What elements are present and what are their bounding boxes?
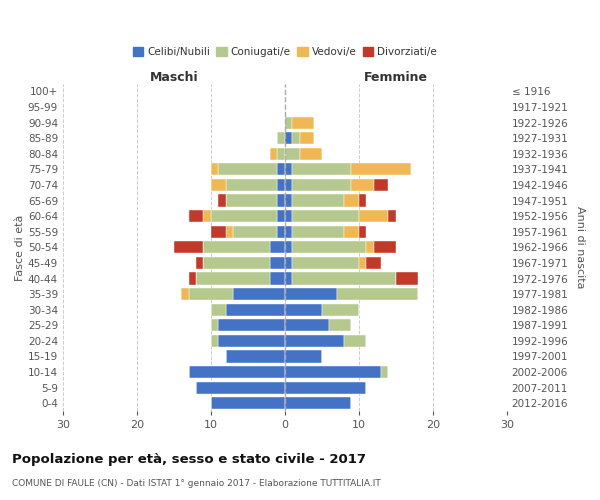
Bar [226,226,233,238]
Bar [211,226,226,238]
Bar [181,288,188,300]
Bar [374,242,396,254]
Bar [374,179,388,191]
Bar [292,179,352,191]
Bar [285,116,292,128]
Bar [233,226,277,238]
Bar [285,382,366,394]
Bar [292,272,396,284]
Bar [218,335,285,347]
Bar [218,194,226,206]
Bar [174,242,203,254]
Bar [218,164,277,175]
Bar [344,226,359,238]
Text: COMUNE DI FAULE (CN) - Dati ISTAT 1° gennaio 2017 - Elaborazione TUTTITALIA.IT: COMUNE DI FAULE (CN) - Dati ISTAT 1° gen… [12,479,381,488]
Bar [285,132,292,144]
Bar [226,179,277,191]
Bar [270,257,285,269]
Bar [211,319,218,332]
Bar [352,179,374,191]
Bar [366,242,374,254]
Bar [285,319,329,332]
Bar [285,257,292,269]
Bar [270,148,277,160]
Bar [292,210,359,222]
Bar [188,210,203,222]
Bar [196,257,203,269]
Bar [277,132,285,144]
Bar [285,272,292,284]
Bar [352,164,410,175]
Bar [211,164,218,175]
Bar [396,272,418,284]
Bar [322,304,359,316]
Bar [277,164,285,175]
Bar [359,257,366,269]
Bar [211,179,226,191]
Bar [292,164,352,175]
Bar [270,272,285,284]
Bar [218,319,285,332]
Bar [285,366,381,378]
Bar [211,335,218,347]
Bar [359,194,366,206]
Bar [292,132,299,144]
Text: Femmine: Femmine [364,70,428,84]
Bar [299,132,314,144]
Bar [285,179,292,191]
Bar [359,226,366,238]
Bar [203,242,270,254]
Bar [226,350,285,362]
Bar [188,288,233,300]
Bar [285,242,292,254]
Y-axis label: Anni di nascita: Anni di nascita [575,206,585,288]
Bar [188,366,285,378]
Bar [366,257,381,269]
Bar [299,148,322,160]
Bar [226,194,277,206]
Bar [211,304,226,316]
Bar [196,382,285,394]
Bar [277,148,285,160]
Bar [292,226,344,238]
Bar [344,194,359,206]
Bar [196,272,270,284]
Bar [292,257,359,269]
Bar [277,226,285,238]
Bar [285,350,322,362]
Bar [381,366,388,378]
Bar [292,116,314,128]
Bar [388,210,396,222]
Bar [277,194,285,206]
Bar [226,304,285,316]
Bar [188,272,196,284]
Bar [285,226,292,238]
Bar [285,164,292,175]
Bar [203,257,270,269]
Bar [285,194,292,206]
Bar [285,148,299,160]
Bar [277,179,285,191]
Bar [277,210,285,222]
Bar [285,210,292,222]
Bar [359,210,388,222]
Bar [211,210,277,222]
Bar [270,242,285,254]
Bar [344,335,366,347]
Bar [203,210,211,222]
Bar [211,397,285,409]
Bar [292,194,344,206]
Text: Popolazione per età, sesso e stato civile - 2017: Popolazione per età, sesso e stato civil… [12,452,366,466]
Bar [329,319,352,332]
Bar [233,288,285,300]
Bar [285,304,322,316]
Bar [292,242,366,254]
Bar [285,397,352,409]
Y-axis label: Fasce di età: Fasce di età [15,214,25,280]
Bar [285,335,344,347]
Legend: Celibi/Nubili, Coniugati/e, Vedovi/e, Divorziati/e: Celibi/Nubili, Coniugati/e, Vedovi/e, Di… [128,43,441,62]
Bar [285,288,337,300]
Text: Maschi: Maschi [149,70,198,84]
Bar [337,288,418,300]
